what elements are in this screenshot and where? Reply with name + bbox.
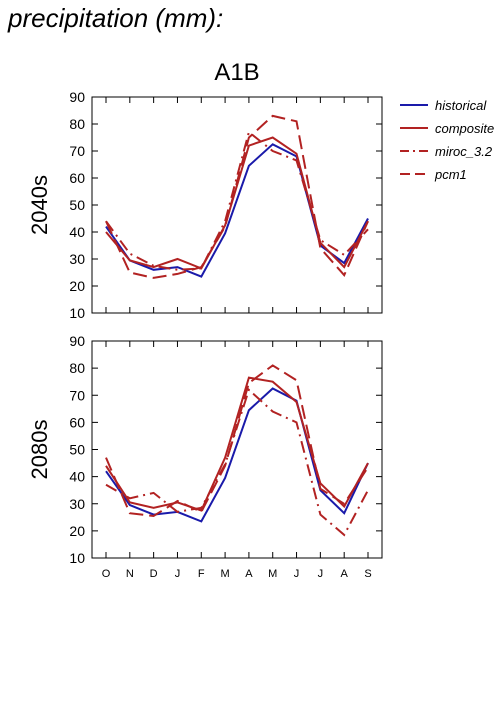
page-title: precipitation (mm): xyxy=(8,3,224,33)
y-tick-label: 60 xyxy=(69,170,85,186)
x-tick-label: D xyxy=(150,568,158,580)
series-line-historical xyxy=(105,143,369,278)
y-tick-label: 70 xyxy=(69,143,85,159)
plot-frame xyxy=(91,96,383,314)
y-tick-label: 20 xyxy=(69,523,85,539)
legend-item: historical xyxy=(400,98,487,113)
x-tick-label: F xyxy=(198,568,205,580)
y-tick-label: 90 xyxy=(69,333,85,349)
y-tick-label: 60 xyxy=(69,414,85,430)
x-tick-label: J xyxy=(175,568,181,580)
y-tick-label: 30 xyxy=(69,496,85,512)
y-tick-label: 50 xyxy=(69,442,85,458)
legend-label: historical xyxy=(435,98,487,113)
y-tick-label: 80 xyxy=(69,360,85,376)
y-tick-label: 40 xyxy=(69,469,85,485)
legend-item: composite xyxy=(400,121,494,136)
x-tick-label: N xyxy=(126,568,134,580)
y-tick-label: 10 xyxy=(69,305,85,321)
chart-legend: historical composite miroc_3.2 pcm1 xyxy=(400,98,494,182)
y-tick-label: 40 xyxy=(69,224,85,240)
legend-item: pcm1 xyxy=(400,167,467,182)
x-tick-label: A xyxy=(341,568,349,580)
x-tick-label: M xyxy=(268,568,277,580)
series-line-pcm1 xyxy=(105,114,369,279)
y-tick-label: 50 xyxy=(69,197,85,213)
chart-title: A1B xyxy=(214,59,259,86)
legend-label: miroc_3.2 xyxy=(435,144,493,159)
y-tick-label: 10 xyxy=(69,550,85,566)
x-tick-label: J xyxy=(318,568,324,580)
x-tick-label: S xyxy=(364,568,371,580)
legend-item: miroc_3.2 xyxy=(400,144,493,159)
panel-label: 2080s xyxy=(27,420,52,480)
panel-2080s: 10 20 30 40 50 60 70 80 90 O N D J F M A M J J A S 2080s xyxy=(27,333,383,580)
series-line-composite xyxy=(105,136,369,270)
y-tick-label: 70 xyxy=(69,387,85,403)
series-line-historical xyxy=(105,387,369,523)
x-tick-label: A xyxy=(245,568,253,580)
legend-label: composite xyxy=(435,121,494,136)
y-tick-label: 20 xyxy=(69,278,85,294)
panel-label: 2040s xyxy=(27,175,52,235)
y-tick-label: 80 xyxy=(69,116,85,132)
y-tick-label: 90 xyxy=(69,89,85,105)
chart-panels: 10 20 30 40 50 60 70 80 90 2040s 10 20 30 40 50 60 70 80 9… xyxy=(27,89,383,580)
panel-2040s: 10 20 30 40 50 60 70 80 90 2040s xyxy=(27,89,383,321)
y-tick-label: 30 xyxy=(69,251,85,267)
plot-frame xyxy=(91,340,383,559)
legend-label: pcm1 xyxy=(434,167,467,182)
series-line-pcm1 xyxy=(105,364,369,518)
x-tick-label: O xyxy=(102,568,111,580)
series-line-composite xyxy=(105,376,369,512)
x-tick-label: M xyxy=(221,568,230,580)
x-tick-label: J xyxy=(294,568,300,580)
series-line-miroc-3-2 xyxy=(105,388,369,537)
